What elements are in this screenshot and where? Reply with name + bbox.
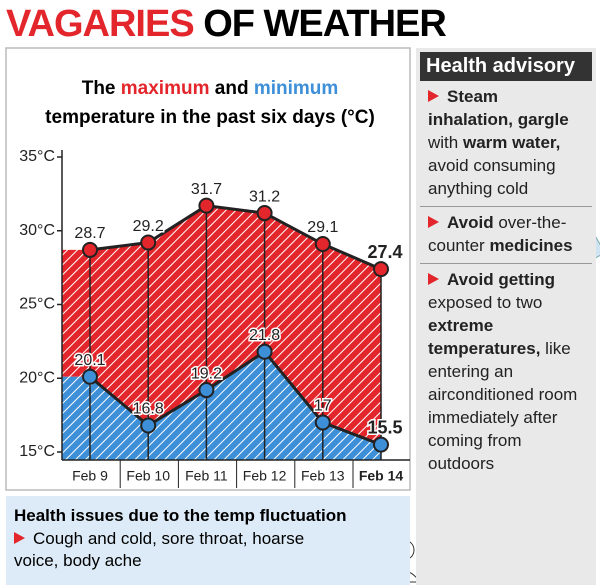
advisory-item: Avoid over-the-counter medicines — [420, 207, 592, 264]
point — [256, 343, 273, 360]
title-part: and — [214, 78, 249, 99]
advisory-text: Avoid getting — [447, 270, 555, 289]
data-label: 31.2 — [249, 188, 280, 205]
data-label: 28.7 — [74, 225, 105, 242]
point — [314, 236, 331, 253]
point — [198, 197, 215, 214]
title-part: temperature in the past six days (°C) — [45, 107, 375, 128]
data-label: 15.5 — [367, 417, 402, 437]
header-rest: OF WEATHER — [203, 3, 447, 45]
point — [198, 382, 215, 399]
chart-title: The maximum and minimum temperature in th… — [10, 74, 410, 132]
point — [82, 241, 98, 258]
y-tick-label: 30°C — [19, 222, 55, 239]
point — [256, 205, 273, 222]
advisory-text: Steam inhalation, gargle — [428, 87, 569, 129]
point — [82, 368, 98, 385]
y-tick-label: 35°C — [19, 148, 55, 165]
series-line — [89, 204, 382, 271]
point — [140, 417, 157, 434]
advisory-title: Health advisory — [420, 52, 592, 81]
arrow — [428, 216, 439, 228]
data-label: 31.7 — [191, 181, 222, 198]
plot: 15°C 20°C 25°C 30°C 35°C Feb 9 Feb 10 Feb 11 Feb… — [19, 148, 410, 488]
issues-title: Health issues due to the temp fluctuatio… — [14, 506, 347, 525]
series-line — [89, 349, 382, 447]
data-label: 29.1 — [307, 219, 338, 236]
advisory-text: exposed to two — [428, 293, 543, 312]
advisory-text: like entering an airconditioned room imm… — [428, 339, 578, 473]
issues-text: Cough and cold, sore throat, hoarse voic… — [14, 528, 314, 572]
y-tick-label: 25°C — [19, 296, 55, 313]
point — [373, 436, 389, 453]
advisory-text: avoid consuming anything cold — [428, 156, 556, 198]
title-part: minimum — [253, 78, 339, 99]
advisory-text: with — [428, 133, 459, 152]
data-label: 17 — [314, 398, 332, 415]
issues-body: Cough and cold, sore throat, hoarse voic… — [14, 529, 305, 570]
advisory-item: Steam inhalation, gargle with warm water… — [420, 81, 592, 207]
advisory-panel: Health advisory Steam inhalation, gargle… — [416, 48, 596, 585]
x-tick-label: Feb 13 — [301, 468, 345, 484]
advisory-text: extreme temperatures, — [428, 316, 541, 358]
point — [373, 261, 389, 278]
arrow — [14, 532, 25, 544]
data-label: 29.2 — [133, 218, 164, 235]
y-tick-label: 15°C — [19, 443, 55, 460]
x-tick-label: Feb 10 — [126, 468, 170, 484]
advisory-text: over-the-counter — [428, 213, 567, 255]
advisory-text: medicines — [489, 236, 573, 255]
x-tick-label: Feb 11 — [185, 468, 228, 484]
data-label: 16.8 — [133, 401, 164, 418]
data-label: 27.4 — [367, 242, 402, 262]
data-label: 21.8 — [249, 327, 280, 344]
title-part: The — [81, 78, 116, 99]
title-part: maximum — [120, 78, 210, 99]
min-area — [62, 351, 381, 460]
arrow — [428, 90, 439, 102]
data-label: 19.2 — [191, 365, 222, 382]
y-tick-label: 20°C — [19, 369, 55, 386]
advisory-text: Avoid — [447, 213, 494, 232]
x-tick-label: Feb 9 — [72, 468, 108, 484]
point — [140, 234, 157, 251]
advisory-list: Steam inhalation, gargle with warm water… — [416, 81, 596, 481]
max-area — [62, 205, 381, 445]
issues-panel: Health issues due to the temp fluctuatio… — [6, 496, 410, 585]
x-tick-label: Feb 12 — [243, 468, 287, 484]
data-label: 20.1 — [74, 352, 105, 369]
arrow — [428, 273, 439, 285]
header: VAGARIES OF WEATHER — [6, 2, 447, 46]
chart-frame — [5, 47, 411, 491]
point — [314, 414, 331, 431]
advisory-item: Avoid getting exposed to two extreme tem… — [420, 264, 592, 481]
advisory-text: warm water, — [462, 133, 561, 152]
header-highlight: VAGARIES — [6, 3, 195, 45]
x-tick-label: Feb 14 — [359, 468, 404, 484]
